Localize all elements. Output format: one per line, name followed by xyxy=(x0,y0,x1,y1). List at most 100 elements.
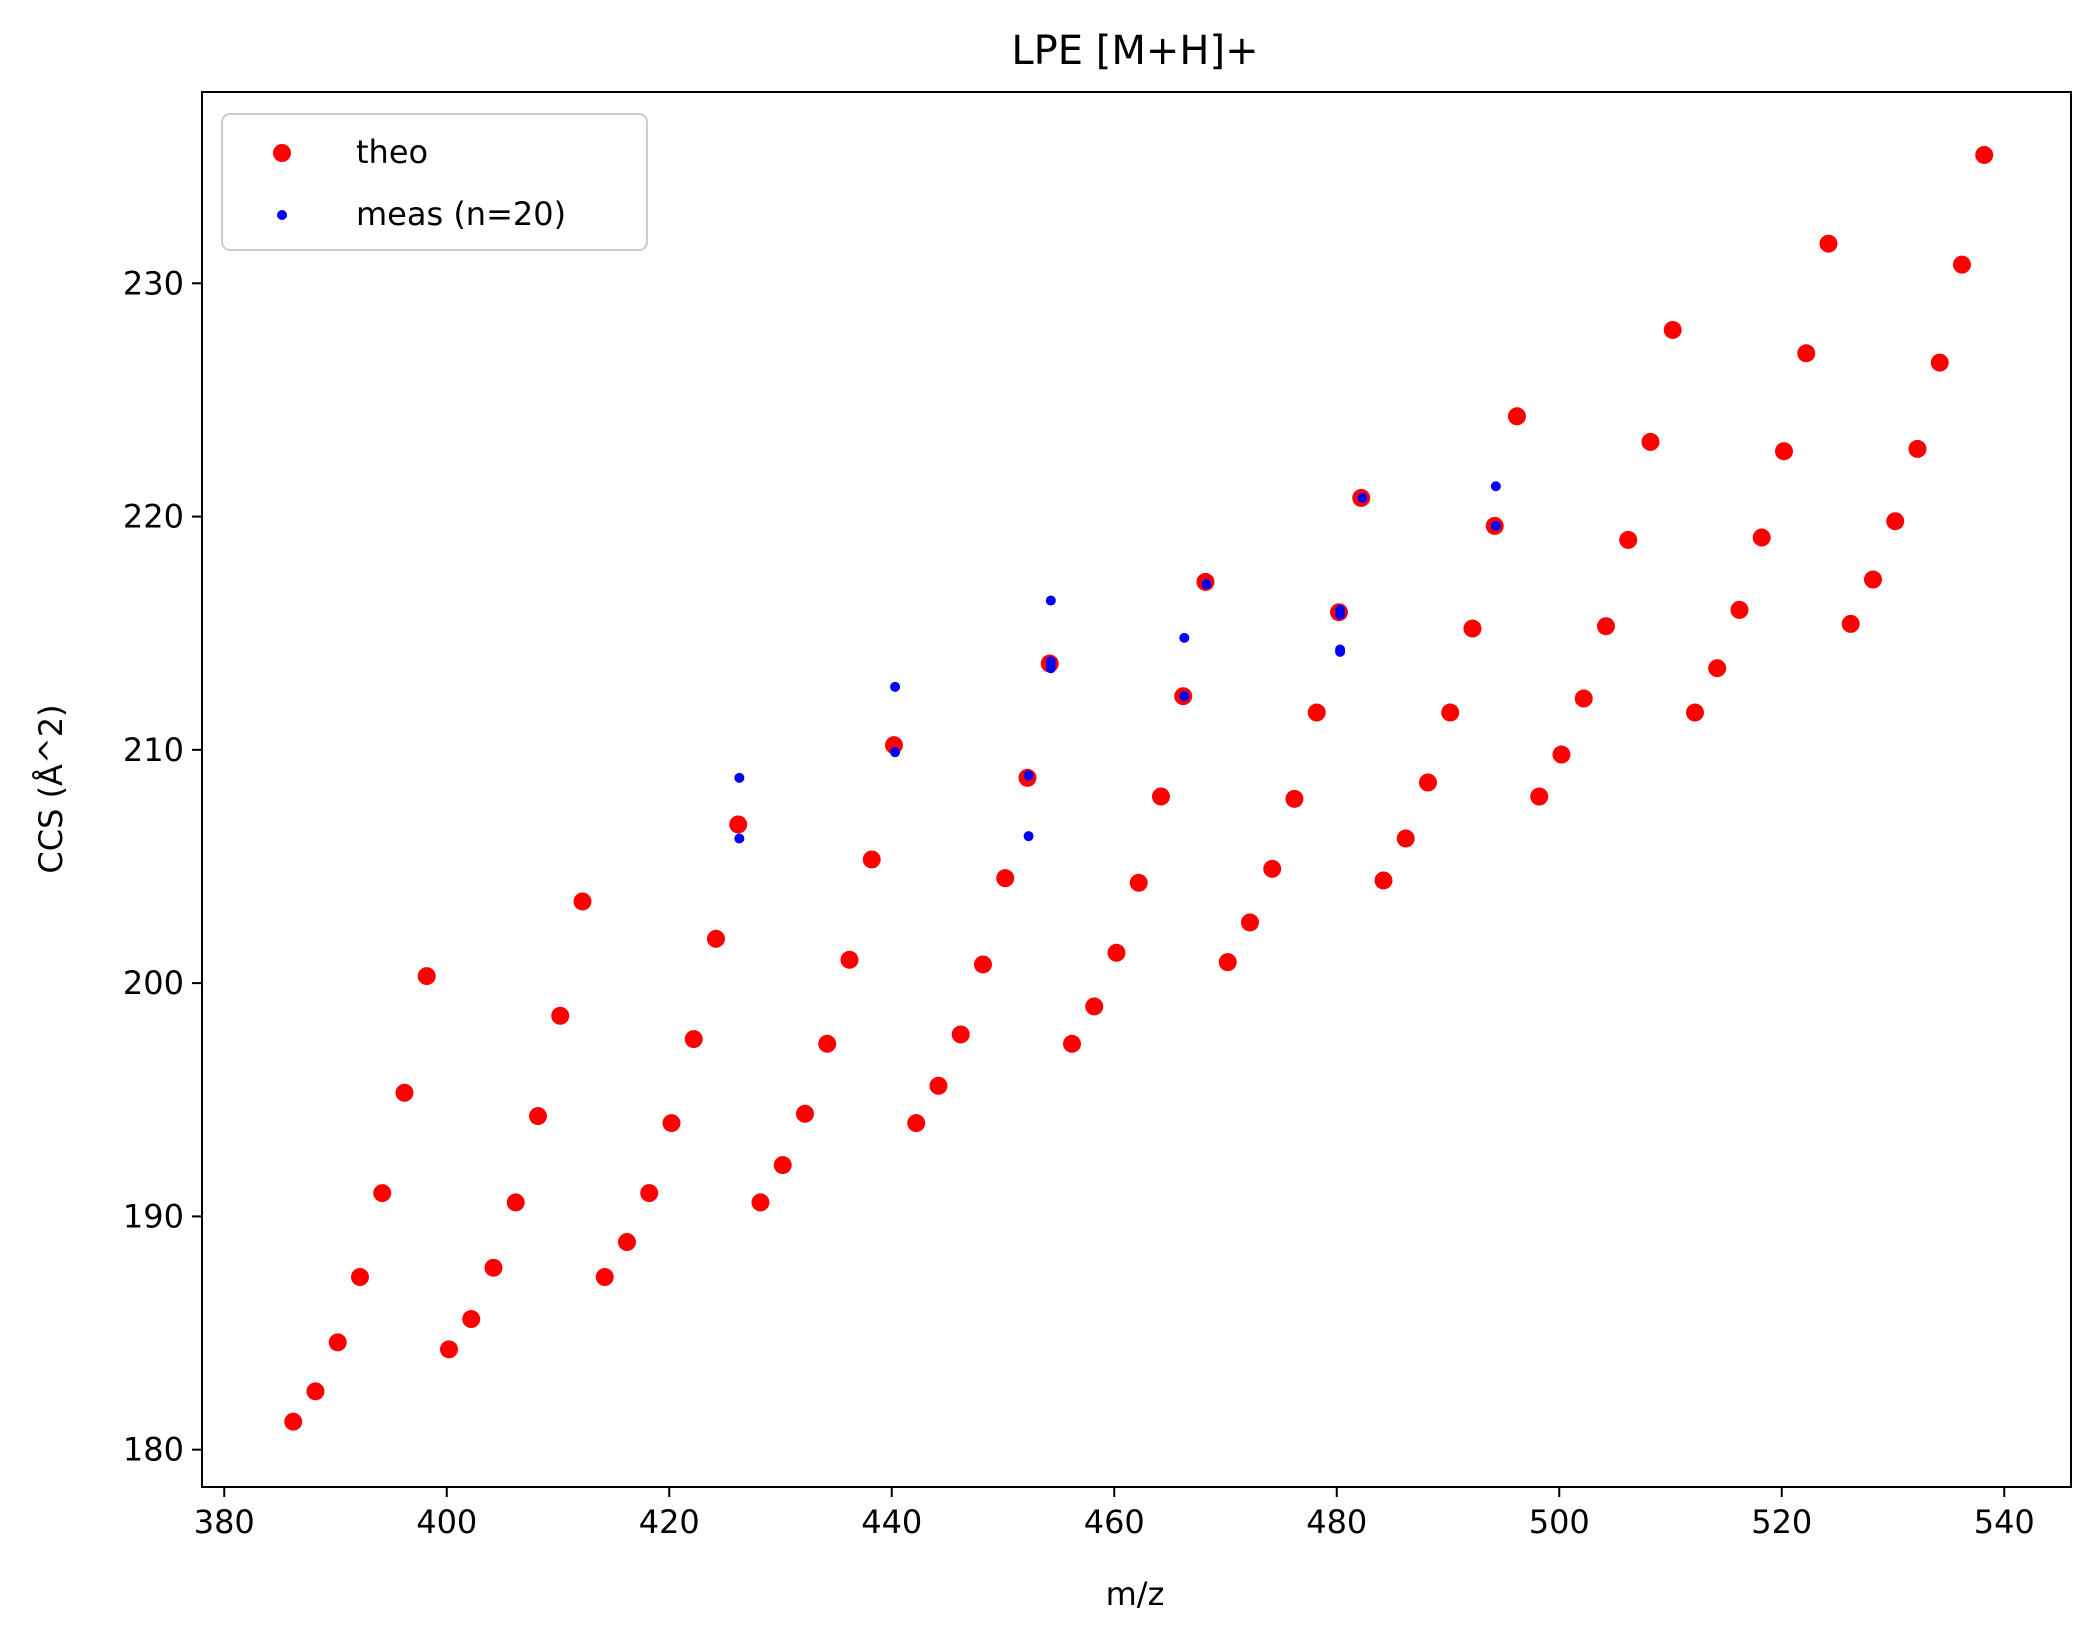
plot-frame xyxy=(201,91,2072,1488)
meas-point-10 xyxy=(1179,632,1190,643)
theo-point-49 xyxy=(1374,871,1393,890)
y-axis: 180 190 200 210 220 230 xyxy=(123,264,202,1469)
theo-point-0 xyxy=(284,1412,303,1431)
theo-point-15 xyxy=(617,1233,636,1252)
theo-point-10 xyxy=(506,1193,525,1212)
theo-point-16 xyxy=(640,1184,659,1203)
meas-point-19 xyxy=(1490,520,1501,531)
y-tick-label: 210 xyxy=(123,731,184,769)
theo-point-2 xyxy=(328,1333,347,1352)
theo-point-9 xyxy=(484,1258,503,1277)
x-tick-label: 520 xyxy=(1751,1503,1812,1541)
y-tick-label: 190 xyxy=(123,1197,184,1235)
theo-point-28 xyxy=(907,1114,926,1133)
theo-point-68 xyxy=(1797,344,1816,363)
theo-point-12 xyxy=(551,1006,570,1025)
x-tick-label: 540 xyxy=(1974,1503,2035,1541)
theo-point-50 xyxy=(1396,829,1415,848)
theo-point-31 xyxy=(973,955,992,974)
theo-point-6 xyxy=(417,967,436,986)
meas-point-6 xyxy=(1045,595,1056,606)
meas-point-2 xyxy=(890,681,901,692)
theo-point-29 xyxy=(929,1076,948,1095)
legend: theo meas (n=20) xyxy=(221,113,648,251)
theo-point-61 xyxy=(1641,432,1660,451)
theo-point-71 xyxy=(1863,570,1882,589)
legend-marker-theo xyxy=(273,144,291,162)
chart-title: LPE [M+H]+ xyxy=(1011,28,1258,74)
meas-point-9 xyxy=(1045,663,1056,674)
plot-area xyxy=(284,145,1994,1431)
theo-point-1 xyxy=(306,1382,325,1401)
x-tick-label: 380 xyxy=(194,1503,255,1541)
theo-point-19 xyxy=(706,929,725,948)
meas-point-11 xyxy=(1179,691,1190,702)
theo-point-56 xyxy=(1530,787,1549,806)
meas-point-17 xyxy=(1357,492,1368,503)
theo-point-69 xyxy=(1819,234,1838,253)
theo-point-26 xyxy=(862,850,881,869)
y-axis-label: CCS (Å^2) xyxy=(32,704,70,873)
theo-point-23 xyxy=(795,1104,814,1123)
theo-point-53 xyxy=(1463,619,1482,638)
legend-label-meas: meas (n=20) xyxy=(356,195,566,233)
meas-point-5 xyxy=(1023,831,1034,842)
meas-point-16 xyxy=(1335,646,1346,657)
meas-point-12 xyxy=(1201,579,1212,590)
theo-point-37 xyxy=(1107,943,1126,962)
theo-point-52 xyxy=(1441,703,1460,722)
theo-point-67 xyxy=(1774,442,1793,461)
theo-point-62 xyxy=(1663,320,1682,339)
theo-point-63 xyxy=(1685,703,1704,722)
theo-point-76 xyxy=(1975,145,1994,164)
theo-point-20 xyxy=(729,815,748,834)
theo-point-60 xyxy=(1619,530,1638,549)
theo-point-51 xyxy=(1418,773,1437,792)
theo-point-42 xyxy=(1218,953,1237,972)
y-tick-label: 230 xyxy=(123,264,184,302)
theo-point-72 xyxy=(1886,512,1905,531)
theo-point-7 xyxy=(439,1340,458,1359)
theo-point-30 xyxy=(951,1025,970,1044)
legend-label-theo: theo xyxy=(356,133,428,171)
theo-point-44 xyxy=(1263,859,1282,878)
meas-point-3 xyxy=(890,747,901,758)
theo-point-55 xyxy=(1507,407,1526,426)
theo-point-18 xyxy=(684,1030,703,1049)
theo-point-24 xyxy=(818,1034,837,1053)
x-axis: 380 400 420 440 460 480 500 520 540 xyxy=(194,1487,2035,1541)
theo-point-38 xyxy=(1129,873,1148,892)
legend-marker-meas xyxy=(277,210,287,220)
theo-point-8 xyxy=(462,1310,481,1329)
theo-point-5 xyxy=(395,1083,414,1102)
theo-point-46 xyxy=(1307,703,1326,722)
theo-point-13 xyxy=(573,892,592,911)
x-tick-label: 480 xyxy=(1306,1503,1367,1541)
theo-point-59 xyxy=(1596,617,1615,636)
theo-point-73 xyxy=(1908,439,1927,458)
x-tick-label: 460 xyxy=(1084,1503,1145,1541)
theo-point-74 xyxy=(1930,353,1949,372)
theo-point-64 xyxy=(1708,659,1727,678)
meas-point-14 xyxy=(1335,609,1346,620)
theo-point-57 xyxy=(1552,745,1571,764)
y-tick-label: 220 xyxy=(123,498,184,536)
x-tick-label: 420 xyxy=(639,1503,700,1541)
theo-point-65 xyxy=(1730,600,1749,619)
theo-point-3 xyxy=(350,1268,369,1287)
theo-point-17 xyxy=(662,1114,681,1133)
theo-point-22 xyxy=(773,1156,792,1175)
x-axis-label: m/z xyxy=(1106,1575,1165,1613)
y-tick-label: 200 xyxy=(123,964,184,1002)
x-tick-label: 440 xyxy=(861,1503,922,1541)
theo-point-14 xyxy=(595,1268,614,1287)
theo-point-21 xyxy=(751,1193,770,1212)
theo-point-32 xyxy=(996,869,1015,888)
theo-point-43 xyxy=(1240,913,1259,932)
theo-point-45 xyxy=(1285,789,1304,808)
theo-point-66 xyxy=(1752,528,1771,547)
theo-point-4 xyxy=(373,1184,392,1203)
theo-point-11 xyxy=(528,1107,547,1126)
